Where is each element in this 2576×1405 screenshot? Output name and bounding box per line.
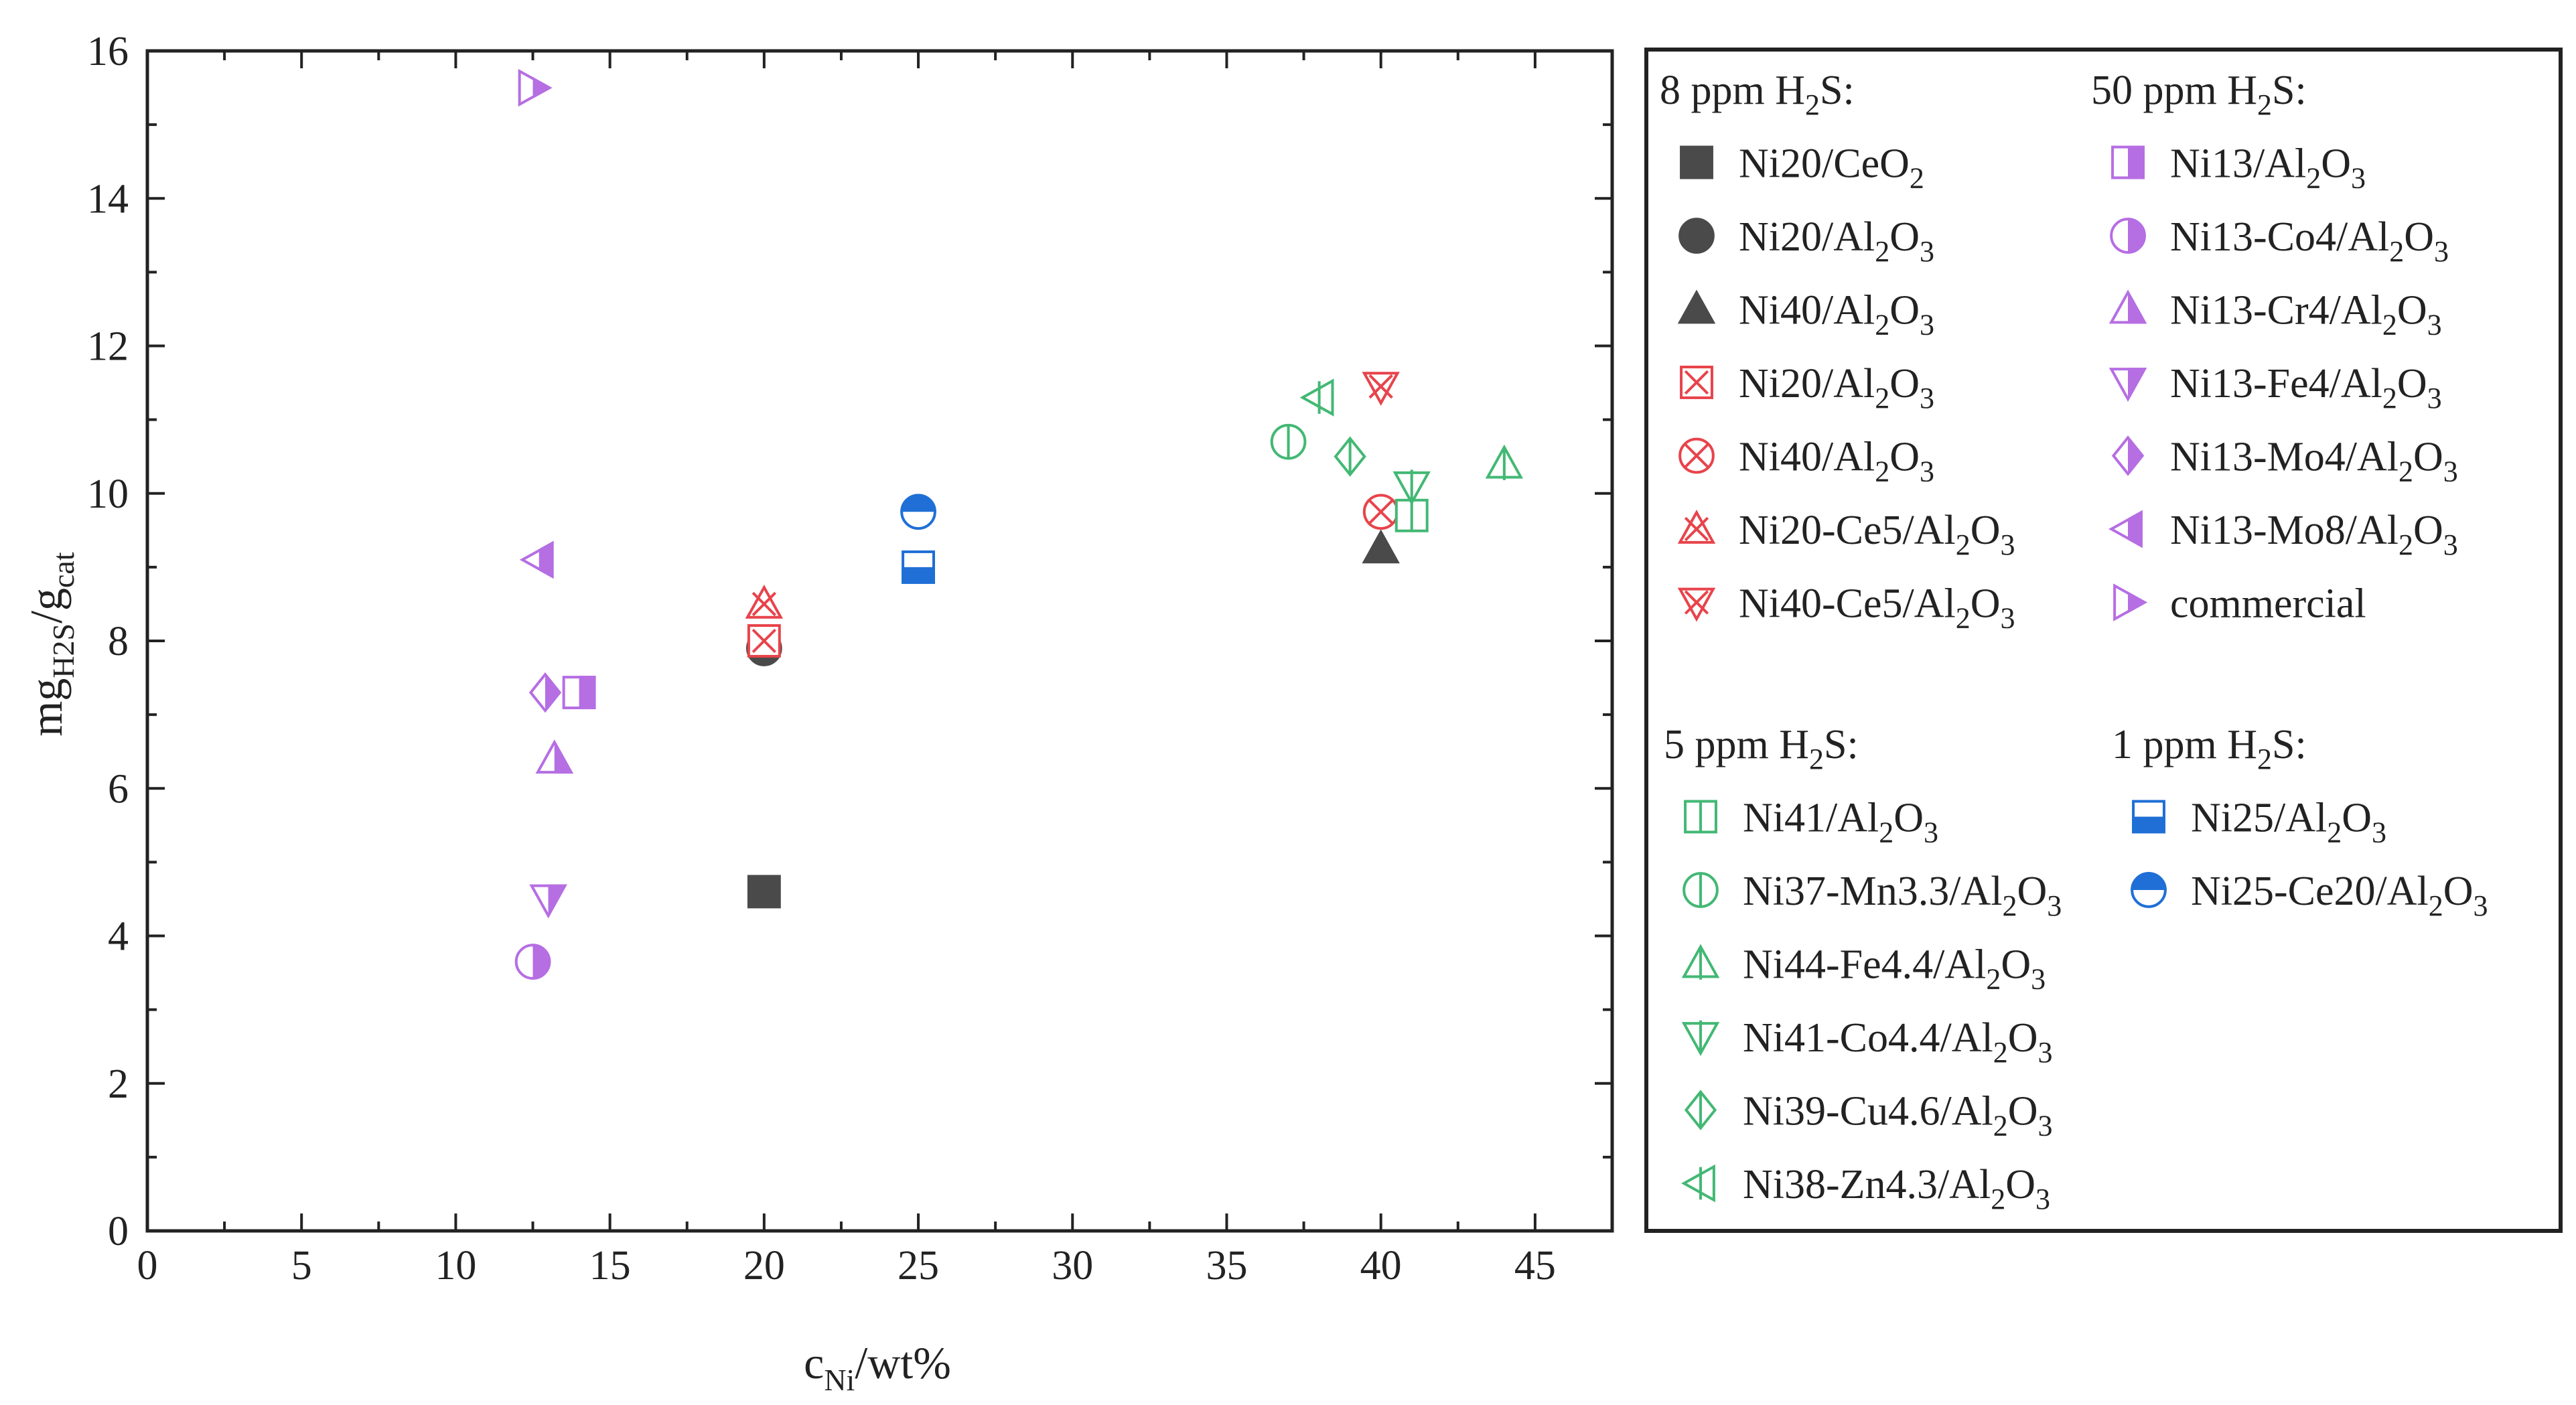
- legend-label: Ni40/Al2O3: [1739, 288, 1934, 342]
- y-tick-label: 12: [87, 324, 129, 370]
- legend-title: 50 ppm H2S:: [2091, 68, 2307, 121]
- legend-title: 1 ppm H2S:: [2112, 722, 2307, 775]
- data-point: [1485, 444, 1524, 481]
- data-point: [745, 584, 784, 619]
- legend-marker: [2110, 218, 2146, 254]
- legend-label: Ni13-Co4/Al2O3: [2170, 214, 2449, 268]
- y-tick-label: 8: [108, 619, 129, 664]
- legend-marker: [1680, 366, 1713, 399]
- legend-label: Ni20/Al2O3: [1739, 361, 1934, 415]
- legend-label: Ni13-Cr4/Al2O3: [2170, 288, 2442, 342]
- legend-marker: [2132, 800, 2165, 834]
- x-axis-title: cNi/wt%: [804, 1337, 951, 1397]
- legend-label: Ni40/Al2O3: [1739, 435, 1934, 488]
- x-tick-label: 15: [589, 1243, 631, 1288]
- x-tick-label: 40: [1360, 1243, 1402, 1288]
- legend-marker: [2111, 435, 2145, 476]
- data-point: [1270, 423, 1307, 460]
- y-tick-label: 4: [108, 914, 129, 960]
- legend-marker: [2108, 289, 2147, 324]
- x-tick-label: 30: [1052, 1243, 1093, 1288]
- legend-marker: [1683, 872, 1719, 908]
- legend-marker: [1677, 289, 1716, 324]
- y-axis-title: mgH2S/gcat: [21, 552, 80, 736]
- x-tick-label: 10: [435, 1243, 476, 1288]
- y-tick-label: 0: [108, 1209, 129, 1254]
- data-point: [747, 875, 781, 909]
- data-point: [1334, 436, 1366, 477]
- legend-marker: [1677, 587, 1716, 622]
- data-points: [514, 68, 1524, 980]
- x-tick-label: 35: [1206, 1243, 1247, 1288]
- legend-marker: [1684, 800, 1717, 834]
- y-tick-label: 14: [87, 176, 129, 222]
- data-point: [1362, 372, 1400, 406]
- legend-title: 5 ppm H2S:: [1664, 722, 1859, 775]
- data-point: [514, 944, 551, 980]
- legend-label: Ni20/Al2O3: [1739, 214, 1934, 268]
- legend-label: Ni41-Co4.4/Al2O3: [1743, 1015, 2053, 1069]
- legend-label: Ni41/Al2O3: [1743, 796, 1938, 849]
- legend: 8 ppm H2S: Ni20/CeO2 Ni20/Al2O3 Ni40/Al2O3 N…: [1660, 68, 2488, 1215]
- legend-label: Ni20-Ce5/Al2O3: [1739, 508, 2015, 561]
- data-point: [519, 540, 554, 579]
- x-tick-label: 45: [1514, 1243, 1556, 1288]
- x-tick-label: 25: [898, 1243, 939, 1288]
- legend-marker: [1678, 218, 1715, 254]
- axes: 0 5 10 15 20 25 30 35 40 45 0 2 4 6 8 10 12 14 16: [87, 29, 1614, 1288]
- data-point: [562, 676, 596, 710]
- data-point: [1362, 529, 1400, 564]
- data-point: [535, 739, 573, 774]
- legend-marker: [1681, 944, 1720, 980]
- data-point: [747, 624, 781, 658]
- legend-marker: [2108, 510, 2143, 548]
- legend-marker: [1684, 1090, 1717, 1130]
- data-point: [902, 550, 936, 584]
- legend-label: Ni20/CeO2: [1739, 141, 1924, 195]
- legend-label: Ni13-Mo8/Al2O3: [2170, 508, 2458, 561]
- legend-marker: [2113, 583, 2147, 621]
- y-tick-label: 2: [108, 1061, 129, 1107]
- data-point: [528, 672, 562, 713]
- legend-marker: [1681, 1164, 1715, 1203]
- legend-box: [1644, 48, 2563, 1233]
- legend-title: 8 ppm H2S:: [1660, 68, 1855, 121]
- y-tick-label: 16: [87, 29, 129, 74]
- data-point: [529, 884, 567, 919]
- x-tick-label: 20: [743, 1243, 785, 1288]
- legend-label: Ni13/Al2O3: [2170, 141, 2366, 195]
- legend-marker: [1681, 1020, 1720, 1056]
- data-point: [1299, 378, 1334, 417]
- legend-marker: [1678, 437, 1715, 474]
- legend-label: Ni25/Al2O3: [2191, 796, 2386, 849]
- x-tick-label: 5: [291, 1243, 312, 1288]
- legend-marker: [1680, 145, 1713, 179]
- legend-label: Ni13-Fe4/Al2O3: [2170, 361, 2442, 415]
- legend-label: Ni40-Ce5/Al2O3: [1739, 581, 2015, 635]
- data-point: [1392, 469, 1431, 506]
- legend-marker: [2111, 145, 2145, 179]
- legend-label: Ni39-Cu4.6/Al2O3: [1743, 1089, 2053, 1142]
- data-point: [518, 68, 553, 107]
- legend-label: Ni44-Fe4.4/Al2O3: [1743, 942, 2046, 996]
- legend-label: Ni13-Mo4/Al2O3: [2170, 435, 2458, 488]
- data-point: [1362, 494, 1399, 530]
- legend-marker: [2131, 872, 2167, 908]
- data-point: [900, 494, 936, 530]
- legend-label: Ni37-Mn3.3/Al2O3: [1743, 869, 2062, 922]
- legend-label: Ni25-Ce20/Al2O3: [2191, 869, 2488, 922]
- legend-label: Ni38-Zn4.3/Al2O3: [1743, 1162, 2050, 1215]
- legend-marker: [1677, 510, 1716, 544]
- legend-marker: [2108, 368, 2147, 402]
- y-tick-label: 10: [87, 471, 129, 517]
- legend-label: commercial: [2170, 581, 2366, 627]
- y-tick-label: 6: [108, 766, 129, 812]
- x-tick-label: 0: [137, 1243, 158, 1288]
